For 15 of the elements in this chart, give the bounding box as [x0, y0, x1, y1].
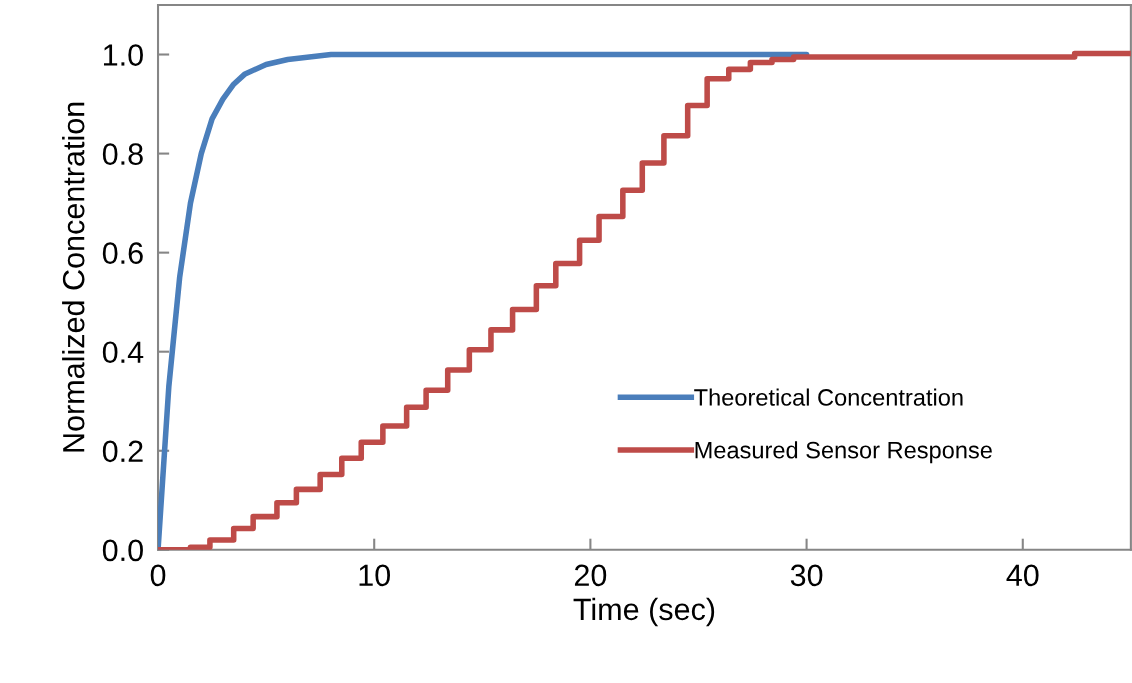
- y-tick-label: 0.4: [102, 341, 144, 364]
- legend-label: Measured Sensor Response: [695, 441, 992, 464]
- x-tick-label: 30: [790, 564, 823, 587]
- x-tick-label: 0: [150, 564, 166, 587]
- y-tick-label: 0.0: [102, 539, 143, 562]
- x-tick-label: 10: [359, 564, 391, 587]
- y-axis-title: Normalized Concentration: [62, 102, 85, 452]
- x-axis-title: Time (sec): [573, 597, 715, 627]
- legend-label: Theoretical Concentration: [694, 388, 963, 406]
- x-tick-label: 40: [1006, 564, 1039, 587]
- y-tick-label: 1.0: [104, 44, 143, 66]
- y-tick-label: 0.2: [102, 440, 143, 463]
- y-tick-label: 0.8: [102, 143, 143, 165]
- x-tick-label: 20: [574, 564, 607, 587]
- y-tick-label: 0.6: [102, 242, 143, 265]
